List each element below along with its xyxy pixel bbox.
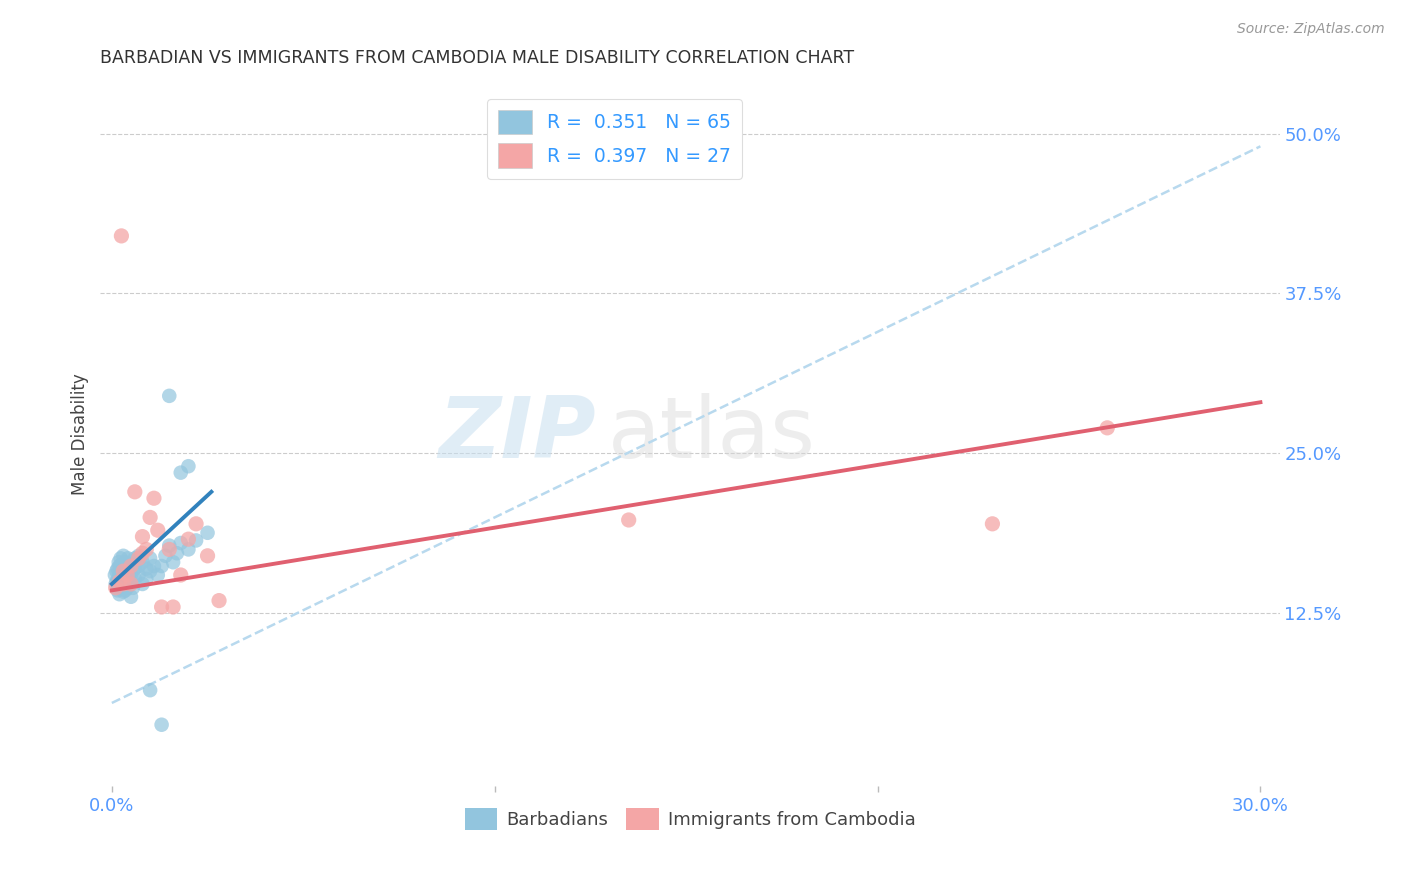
Point xyxy=(115,581,138,595)
Point xyxy=(150,717,173,731)
Point xyxy=(114,583,136,598)
Point xyxy=(110,228,132,243)
Point xyxy=(128,551,150,566)
Point xyxy=(146,568,169,582)
Point xyxy=(124,551,146,566)
Point xyxy=(131,555,153,569)
Point xyxy=(118,568,141,582)
Point xyxy=(115,572,138,586)
Point xyxy=(128,568,150,582)
Point xyxy=(112,549,135,563)
Point xyxy=(117,551,139,566)
Point xyxy=(107,583,129,598)
Point xyxy=(110,568,132,582)
Point xyxy=(139,564,162,578)
Point xyxy=(114,555,136,569)
Point xyxy=(104,581,127,595)
Y-axis label: Male Disability: Male Disability xyxy=(72,374,89,495)
Point xyxy=(981,516,1004,531)
Point xyxy=(120,577,142,591)
Point xyxy=(120,590,142,604)
Point xyxy=(112,564,135,578)
Point xyxy=(184,533,207,548)
Point xyxy=(124,561,146,575)
Point xyxy=(131,577,153,591)
Point xyxy=(150,599,173,614)
Point xyxy=(107,561,129,575)
Point xyxy=(108,574,131,589)
Point xyxy=(112,568,135,582)
Point xyxy=(124,484,146,499)
Point xyxy=(135,542,157,557)
Point xyxy=(139,551,162,566)
Legend: R =  0.351   N = 65, R =  0.397   N = 27: R = 0.351 N = 65, R = 0.397 N = 27 xyxy=(486,99,742,178)
Point xyxy=(104,577,127,591)
Point xyxy=(111,574,134,589)
Point xyxy=(131,546,153,560)
Point xyxy=(110,581,132,595)
Point xyxy=(112,577,135,591)
Point xyxy=(122,581,145,595)
Point xyxy=(107,555,129,569)
Point xyxy=(170,536,193,550)
Point xyxy=(108,559,131,574)
Point xyxy=(208,593,231,607)
Point xyxy=(112,559,135,574)
Point xyxy=(120,577,142,591)
Text: Source: ZipAtlas.com: Source: ZipAtlas.com xyxy=(1237,22,1385,37)
Point xyxy=(177,532,200,546)
Point xyxy=(170,568,193,582)
Point xyxy=(107,572,129,586)
Point xyxy=(128,559,150,574)
Point xyxy=(177,542,200,557)
Point xyxy=(155,549,177,563)
Point xyxy=(1097,421,1119,435)
Point xyxy=(131,530,153,544)
Point xyxy=(170,466,193,480)
Point xyxy=(162,599,184,614)
Point xyxy=(142,491,165,506)
Point xyxy=(114,564,136,578)
Text: atlas: atlas xyxy=(607,392,815,475)
Point xyxy=(177,459,200,474)
Point xyxy=(108,568,131,582)
Point xyxy=(107,581,129,595)
Point xyxy=(108,587,131,601)
Point xyxy=(120,559,142,574)
Point xyxy=(105,564,128,578)
Point xyxy=(115,561,138,575)
Point xyxy=(124,572,146,586)
Point xyxy=(162,555,184,569)
Point xyxy=(110,577,132,591)
Point xyxy=(104,568,127,582)
Point xyxy=(184,516,207,531)
Point xyxy=(150,559,173,574)
Point xyxy=(139,683,162,698)
Point xyxy=(139,510,162,524)
Point xyxy=(157,539,180,553)
Point xyxy=(112,584,135,599)
Point xyxy=(110,558,132,572)
Point xyxy=(110,551,132,566)
Point xyxy=(105,574,128,589)
Point xyxy=(617,513,640,527)
Point xyxy=(166,546,188,560)
Point xyxy=(197,549,219,563)
Text: ZIP: ZIP xyxy=(439,392,596,475)
Point xyxy=(142,559,165,574)
Point xyxy=(197,525,219,540)
Point xyxy=(157,542,180,557)
Point xyxy=(120,568,142,582)
Point xyxy=(110,564,132,578)
Point xyxy=(115,568,138,582)
Point xyxy=(135,561,157,575)
Point xyxy=(112,577,135,591)
Point xyxy=(146,523,169,537)
Point xyxy=(128,549,150,563)
Point xyxy=(157,389,180,403)
Text: BARBADIAN VS IMMIGRANTS FROM CAMBODIA MALE DISABILITY CORRELATION CHART: BARBADIAN VS IMMIGRANTS FROM CAMBODIA MA… xyxy=(100,49,855,67)
Point xyxy=(135,572,157,586)
Point xyxy=(120,559,142,574)
